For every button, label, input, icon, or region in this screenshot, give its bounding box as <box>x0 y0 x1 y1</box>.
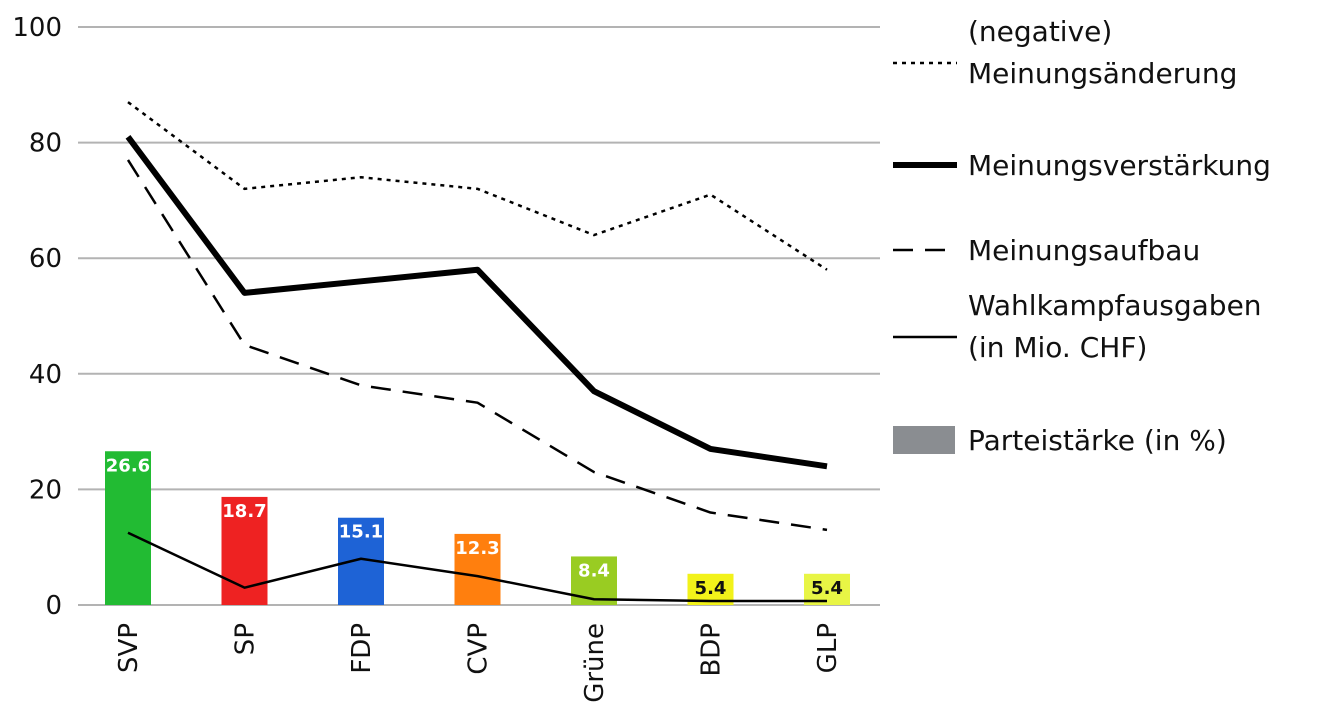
legend-label: Meinungsaufbau <box>968 234 1200 267</box>
x-tick-label: Grüne <box>580 623 610 703</box>
legend-item-thick: Meinungsverstärkung <box>893 149 1271 182</box>
bar-value-label: 26.6 <box>106 455 150 476</box>
legend-label: Meinungsverstärkung <box>968 149 1271 182</box>
x-tick-label: SP <box>231 623 261 655</box>
series-line-dashed <box>126 159 828 532</box>
legend-label: (in Mio. CHF) <box>968 331 1147 364</box>
bar-value-label: 12.3 <box>455 538 499 559</box>
legend-label: (negative) <box>968 15 1112 48</box>
y-tick-label: 60 <box>29 244 62 274</box>
x-tick-label: FDP <box>347 623 377 674</box>
bar-labels: 26.6 18.7 15.1 12.3 8.4 5.4 5.4 <box>106 455 843 599</box>
legend-item-thin: Wahlkampfausgaben (in Mio. CHF) <box>893 289 1262 364</box>
legend-item-dashed: Meinungsaufbau <box>893 234 1200 267</box>
x-tick-label: BDP <box>697 623 727 677</box>
y-tick-label: 20 <box>29 475 62 505</box>
series-lines <box>125 101 828 603</box>
series-line-thin <box>127 531 827 603</box>
legend-item-bar: Parteistärke (in %) <box>893 424 1227 457</box>
bar-value-label: 8.4 <box>578 560 610 581</box>
x-tick-label: GLP <box>813 623 843 673</box>
legend-label: Meinungsänderung <box>968 57 1237 90</box>
x-tick-label: SVP <box>114 623 144 673</box>
y-tick-label: 40 <box>29 360 62 390</box>
y-axis-ticks: 0 20 40 60 80 100 <box>12 13 62 621</box>
bar-value-label: 15.1 <box>339 522 383 543</box>
y-tick-label: 100 <box>12 13 62 43</box>
y-tick-label: 80 <box>29 129 62 159</box>
legend-item-dotted: (negative) Meinungsänderung <box>893 15 1237 90</box>
legend: (negative) Meinungsänderung Meinungsverstä… <box>893 15 1271 457</box>
series-line-thick <box>125 135 828 470</box>
legend-label: Parteistärke (in %) <box>968 424 1227 457</box>
bar-svp <box>105 451 151 605</box>
bar-cvp <box>454 533 501 605</box>
bar-value-label: 18.7 <box>222 501 266 522</box>
gridlines <box>78 26 880 606</box>
legend-swatch <box>893 426 955 454</box>
legend-label: Wahlkampfausgaben <box>968 289 1262 322</box>
y-tick-label: 0 <box>45 591 62 621</box>
bar-value-label: 5.4 <box>811 578 843 599</box>
bars <box>105 451 850 605</box>
series-line-dotted <box>127 101 828 271</box>
x-axis-labels: SVP SP FDP CVP Grüne BDP GLP <box>114 623 843 703</box>
bar-value-label: 5.4 <box>695 578 727 599</box>
x-tick-label: CVP <box>464 623 494 675</box>
